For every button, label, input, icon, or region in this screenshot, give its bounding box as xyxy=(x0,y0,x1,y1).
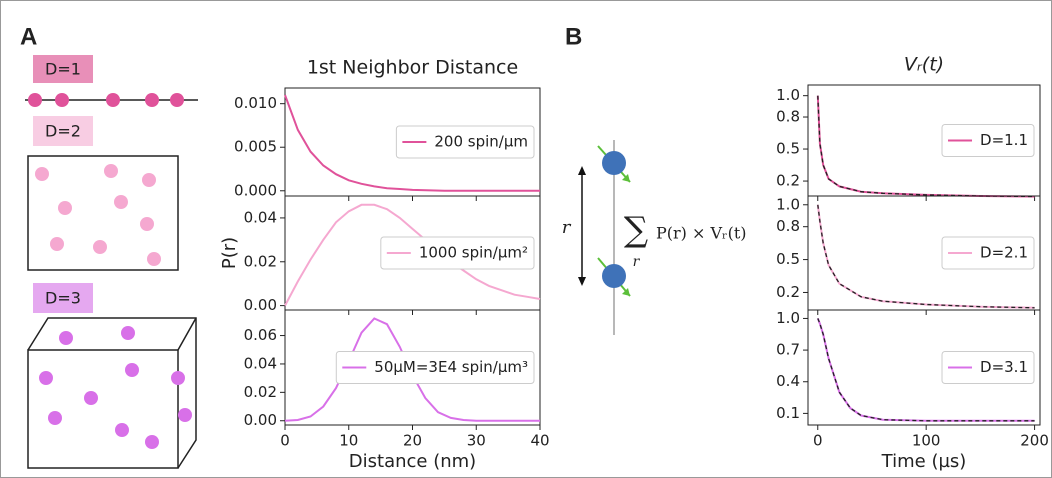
legend: 1000 spin/µm² xyxy=(380,236,535,270)
data-line xyxy=(284,317,540,422)
legend-box xyxy=(380,236,535,270)
line-diagram xyxy=(25,93,198,107)
x-tick-label: 100 xyxy=(912,432,941,450)
y-axis-label: P(r) xyxy=(219,237,240,269)
chart-title: 1st Neighbor Distance xyxy=(307,57,518,79)
y-tick-label: 0.8 xyxy=(776,108,800,126)
plot-frame xyxy=(807,309,1041,426)
chart-title: Vᵣ(t) xyxy=(904,54,944,76)
label-box xyxy=(33,283,93,313)
x-axis-label: Time (µs) xyxy=(881,451,967,472)
fit-line xyxy=(817,95,1035,198)
legend: D=3.1 xyxy=(941,351,1035,384)
sum-index: r xyxy=(633,254,641,270)
dimension-label: D=2 xyxy=(45,122,81,141)
y-tick-label: 0.04 xyxy=(244,208,277,226)
dimension-label: D=1 xyxy=(45,60,81,79)
label-box xyxy=(33,116,93,146)
legend-box xyxy=(395,125,535,159)
legend: 200 spin/µm xyxy=(395,125,535,159)
x-tick-label: 20 xyxy=(403,432,422,450)
legend-label: D=1.1 xyxy=(980,131,1028,149)
distance-label: r xyxy=(562,217,572,238)
panel-letter: B xyxy=(565,23,582,50)
y-tick-label: 0.02 xyxy=(244,383,277,401)
x-tick-label: 30 xyxy=(467,432,486,450)
x-tick-label: 10 xyxy=(339,432,358,450)
y-tick-label: 0.5 xyxy=(776,250,800,268)
data-line xyxy=(284,94,540,192)
y-tick-label: 0.000 xyxy=(234,181,277,199)
cube-diagram xyxy=(27,317,197,469)
legend: 50µM=3E4 spin/µm³ xyxy=(335,351,535,384)
sum-term: P(r) × Vᵣ(t) xyxy=(656,224,747,243)
legend: D=1.1 xyxy=(941,124,1035,157)
y-tick-label: 0.4 xyxy=(776,372,800,390)
y-tick-label: 0.8 xyxy=(776,217,800,235)
data-line xyxy=(284,203,541,307)
y-tick-label: 0.02 xyxy=(244,252,277,270)
dimension-label: D=3 xyxy=(45,289,81,308)
y-tick-label: 0.2 xyxy=(776,172,800,190)
y-tick-label: 0.04 xyxy=(244,354,277,372)
y-tick-label: 0.2 xyxy=(776,283,800,301)
y-tick-label: 1.0 xyxy=(776,309,800,327)
y-tick-label: 1.0 xyxy=(776,86,800,104)
legend-label: 200 spin/µm xyxy=(434,133,528,151)
legend-box xyxy=(941,124,1035,157)
x-axis-label: Distance (nm) xyxy=(349,451,476,472)
sum-symbol: ∑ xyxy=(624,210,648,250)
y-tick-label: 0.7 xyxy=(776,341,800,359)
fit-line xyxy=(817,318,1035,422)
y-tick-label: 0.00 xyxy=(244,296,277,314)
y-tick-label: 0.005 xyxy=(234,138,277,156)
y-tick-label: 1.0 xyxy=(776,195,800,213)
legend-box xyxy=(941,351,1035,384)
x-tick-label: 0 xyxy=(280,432,290,450)
legend-label: D=3.1 xyxy=(980,358,1028,376)
y-tick-label: 0.1 xyxy=(776,404,800,422)
legend-box xyxy=(941,236,1035,270)
legend-label: 50µM=3E4 spin/µm³ xyxy=(374,358,528,376)
y-tick-label: 0.5 xyxy=(776,140,800,158)
square-diagram xyxy=(27,155,179,271)
x-tick-label: 0 xyxy=(813,432,823,450)
legend-box xyxy=(335,351,535,384)
legend: D=2.1 xyxy=(941,236,1035,270)
data-line xyxy=(816,204,1035,309)
label-box xyxy=(33,55,93,83)
legend-label: 1000 spin/µm² xyxy=(419,244,528,262)
y-tick-label: 0.00 xyxy=(244,411,277,429)
panel-letter: A xyxy=(20,23,37,50)
y-tick-label: 0.06 xyxy=(244,326,277,344)
legend-label: D=2.1 xyxy=(980,244,1028,262)
y-tick-label: 0.010 xyxy=(234,94,277,112)
spin-pair-diagram xyxy=(578,140,631,335)
x-tick-label: 40 xyxy=(530,432,549,450)
x-tick-label: 200 xyxy=(1020,432,1049,450)
